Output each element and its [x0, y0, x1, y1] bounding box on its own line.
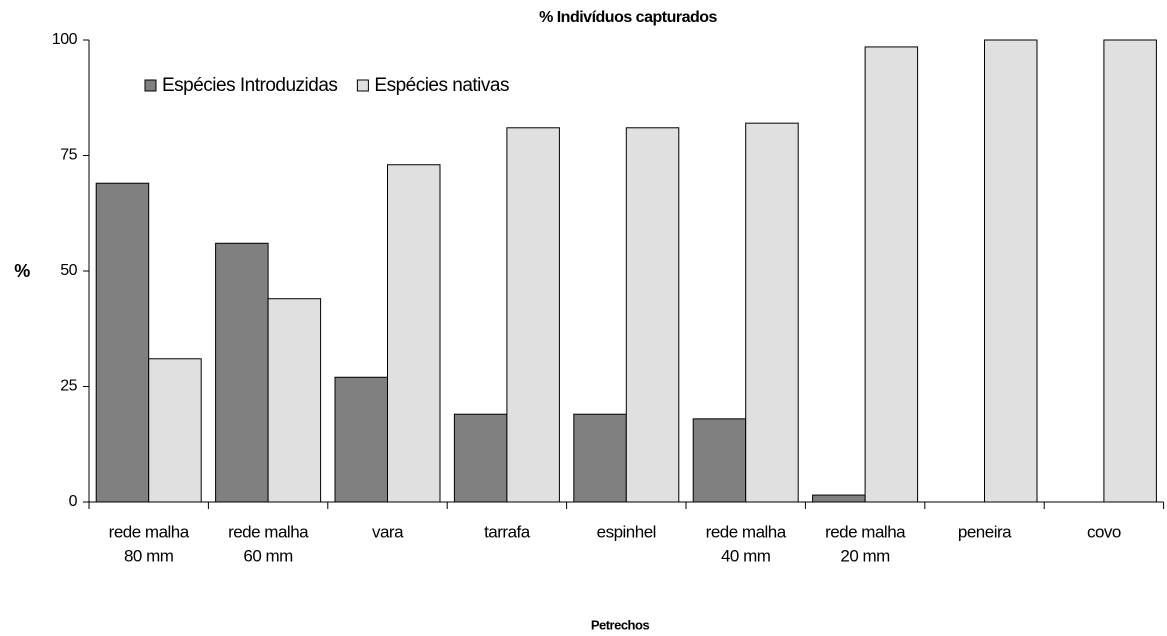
- legend-swatch: [144, 79, 157, 92]
- bar: [864, 46, 919, 503]
- x-tick-label: rede malha: [706, 522, 787, 541]
- y-tick-label: 75: [60, 147, 77, 164]
- bar: [506, 127, 560, 503]
- x-tick-label: peneira: [958, 522, 1012, 541]
- x-tick-label: rede malha: [228, 522, 309, 541]
- x-tick-label: 80 mm: [124, 546, 174, 565]
- legend-swatch: [356, 79, 369, 92]
- bar: [1103, 39, 1157, 503]
- x-tick-label: covo: [1087, 522, 1121, 541]
- x-axis-label: Petrechos: [591, 617, 650, 632]
- bar: [334, 376, 388, 503]
- legend-label: Espécies nativas: [374, 75, 509, 96]
- x-tick-label: espinhel: [597, 522, 656, 541]
- y-tick-label: 50: [60, 262, 77, 279]
- y-axis-label: %: [14, 261, 30, 281]
- y-tick-label: 0: [69, 493, 78, 510]
- bar: [984, 39, 1038, 503]
- x-tick-label: 60 mm: [243, 546, 293, 565]
- x-tick-label: tarrafa: [484, 522, 531, 541]
- bar: [692, 418, 747, 503]
- bar: [573, 413, 627, 503]
- legend-label: Espécies Introduzidas: [162, 75, 337, 96]
- bar: [267, 298, 322, 503]
- bar: [95, 182, 150, 503]
- bar: [625, 127, 680, 503]
- bar: [812, 494, 866, 503]
- x-tick-label: rede malha: [825, 522, 906, 541]
- x-tick-label: rede malha: [109, 522, 190, 541]
- x-tick-label: vara: [372, 522, 404, 541]
- bar: [745, 122, 799, 503]
- bar: [387, 164, 441, 503]
- x-tick-label: 40 mm: [721, 546, 771, 565]
- bar: [453, 413, 508, 503]
- bar: [215, 242, 269, 503]
- bar: [148, 358, 202, 503]
- y-tick-label: 100: [52, 31, 78, 48]
- x-tick-label: 20 mm: [840, 546, 890, 565]
- y-tick-label: 25: [60, 378, 77, 395]
- chart-title: % Indivíduos capturados: [539, 9, 717, 26]
